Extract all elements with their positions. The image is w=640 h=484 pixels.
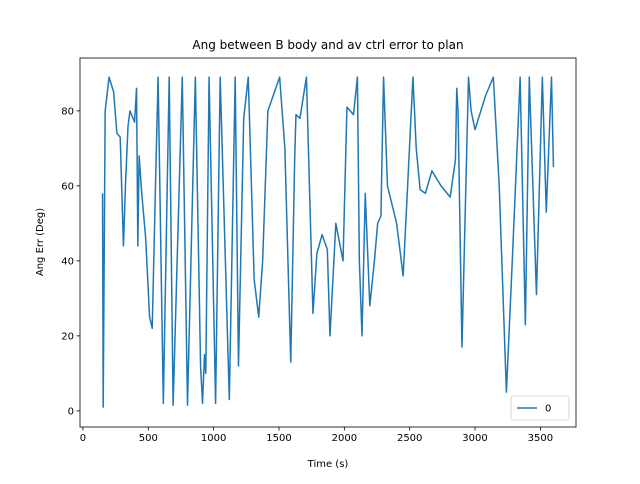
y-tick-label: 20 bbox=[61, 331, 74, 342]
y-tick-label: 40 bbox=[61, 256, 74, 267]
plot-frame bbox=[79, 57, 577, 428]
x-tick-label: 2500 bbox=[397, 433, 422, 444]
y-tick-label: 0 bbox=[68, 406, 74, 417]
x-axis-label: Time (s) bbox=[307, 459, 349, 470]
y-tick-label: 60 bbox=[61, 181, 74, 192]
x-tick-label: 1500 bbox=[266, 433, 291, 444]
legend-label: 0 bbox=[545, 404, 551, 415]
x-tick-label: 0 bbox=[80, 433, 86, 444]
y-axis-label: Ang Err (Deg) bbox=[35, 208, 46, 276]
x-tick-label: 2000 bbox=[332, 433, 357, 444]
x-tick-label: 1000 bbox=[201, 433, 226, 444]
y-tick-label: 80 bbox=[61, 106, 74, 117]
chart-title: Ang between B body and av ctrl error to … bbox=[192, 38, 463, 52]
x-tick-label: 500 bbox=[139, 433, 158, 444]
legend-box bbox=[510, 395, 570, 421]
x-tick-label: 3500 bbox=[528, 433, 553, 444]
x-tick-label: 3000 bbox=[462, 433, 487, 444]
data-line bbox=[101, 76, 555, 408]
